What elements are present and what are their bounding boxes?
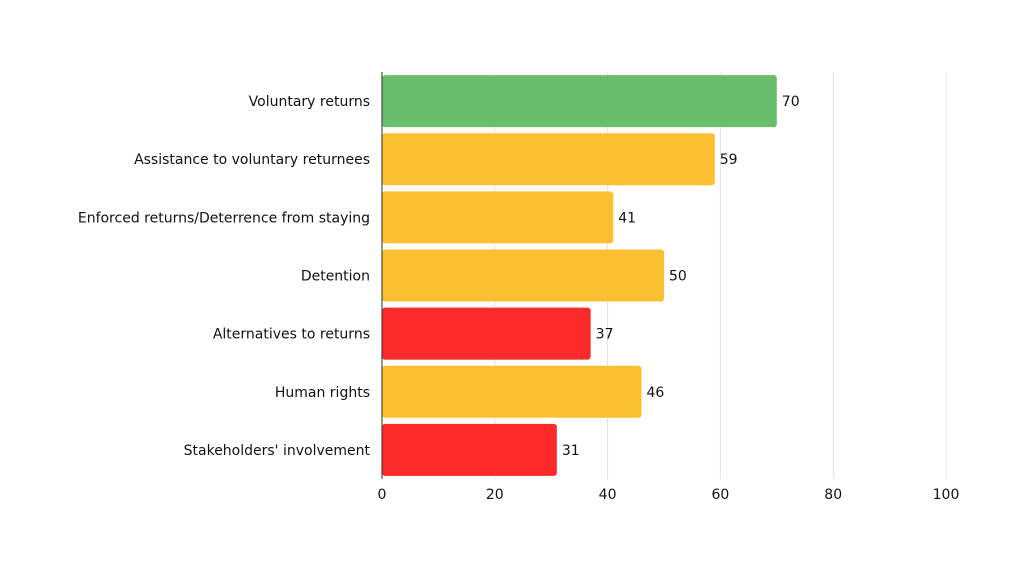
category-label: Human rights: [275, 385, 370, 401]
bar: [382, 249, 664, 302]
bar: [382, 365, 642, 418]
x-tick-label: 40: [599, 487, 617, 503]
axis-layer: 0 20 40 60 80 100: [378, 72, 960, 503]
x-tick-label: 20: [486, 487, 504, 503]
bar: [382, 133, 715, 186]
category-label: Enforced returns/Deterrence from staying: [78, 210, 370, 226]
category-label: Stakeholders' involvement: [184, 443, 371, 459]
x-tick-label: 0: [378, 487, 387, 503]
bar: [382, 191, 614, 244]
value-label: 50: [669, 269, 687, 285]
bar: [382, 75, 777, 128]
value-label: 46: [646, 385, 664, 401]
bar: [382, 307, 591, 360]
value-label: 41: [618, 210, 636, 226]
category-label: Alternatives to returns: [213, 327, 370, 343]
x-tick-label: 60: [711, 487, 729, 503]
value-label: 70: [782, 94, 800, 110]
bar-layer: [382, 75, 777, 476]
value-label: 37: [596, 327, 614, 343]
bar: [382, 423, 557, 476]
label-layer: Voluntary returns 70 Assistance to volunta…: [78, 94, 800, 459]
value-label: 59: [720, 152, 738, 168]
category-label: Assistance to voluntary returnees: [134, 152, 370, 168]
value-label: 31: [562, 443, 580, 459]
x-tick-label: 100: [933, 487, 960, 503]
category-label: Detention: [301, 269, 370, 285]
category-label: Voluntary returns: [249, 94, 370, 110]
x-tick-label: 80: [824, 487, 842, 503]
